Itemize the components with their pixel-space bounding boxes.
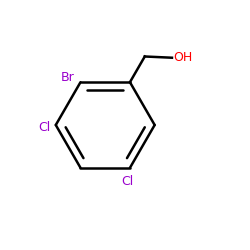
Text: OH: OH: [173, 51, 193, 64]
Text: Br: Br: [60, 71, 74, 84]
Text: Cl: Cl: [38, 121, 51, 134]
Text: Cl: Cl: [121, 175, 134, 188]
